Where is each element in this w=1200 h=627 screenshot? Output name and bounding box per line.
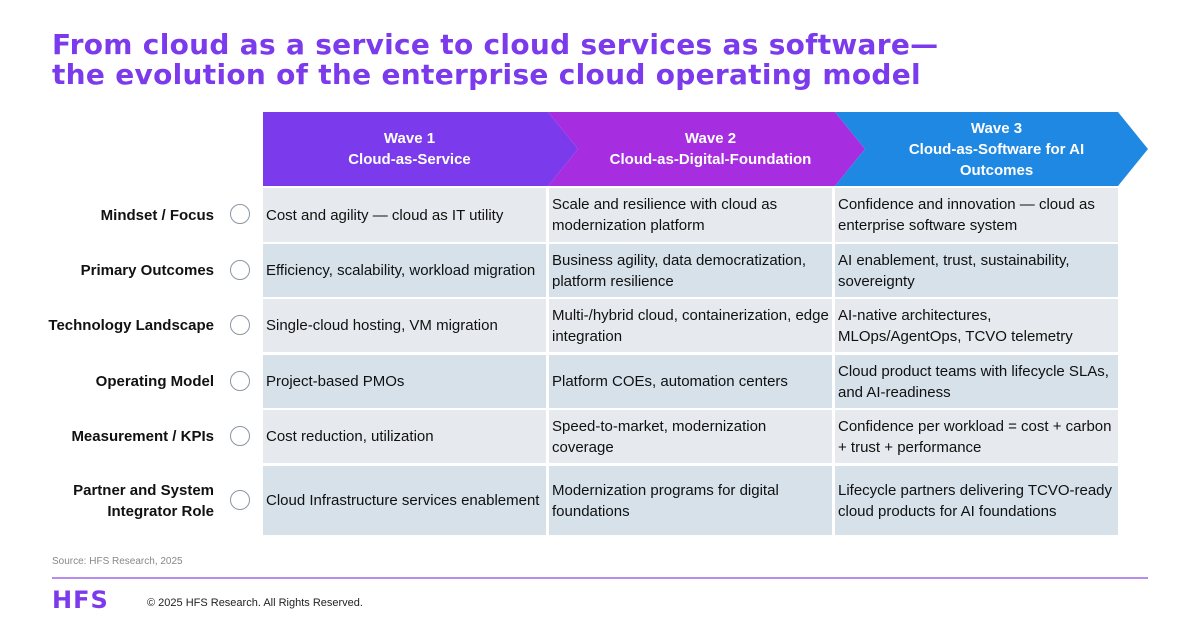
title-line: the evolution of the enterprise cloud op… bbox=[52, 58, 921, 91]
row-icon bbox=[230, 370, 250, 391]
row-label: Primary Outcomes bbox=[80, 262, 214, 279]
row-label: Technology Landscape bbox=[48, 317, 214, 334]
table-cell: Confidence per workload = cost + carbon … bbox=[835, 410, 1118, 463]
wave-header: Wave 2 Cloud-as-Digital-Foundation bbox=[579, 112, 842, 186]
row-label: Partner and System Integrator Role bbox=[73, 481, 214, 520]
wave-header: Wave 1 Cloud-as-Service bbox=[263, 112, 556, 186]
row-label: Operating Model bbox=[95, 373, 214, 390]
row-label: Measurement / KPIs bbox=[71, 428, 214, 445]
wave-label: Wave 3 bbox=[970, 119, 1023, 137]
row-label: Mindset / Focus bbox=[100, 206, 214, 224]
wave-name: Cloud-as-Digital-Foundation bbox=[609, 151, 812, 168]
table-cell: Scale and resilience with cloud as moder… bbox=[549, 188, 832, 242]
table-cell: AI-native architectures, MLOps/AgentOps,… bbox=[835, 299, 1118, 352]
wave-name: Cloud-as-Software for AI Outcomes bbox=[908, 140, 1085, 179]
table-cell: Lifecycle partners delivering TCVO-ready… bbox=[835, 466, 1118, 535]
wave-header: Wave 3 Cloud-as-Software for AI Outcomes bbox=[865, 112, 1128, 186]
row-icon bbox=[230, 425, 250, 446]
wave-label: Wave 2 bbox=[684, 130, 737, 147]
table-cell: Project-based PMOs bbox=[263, 355, 546, 408]
table-cell: AI enablement, trust, sustainability, so… bbox=[835, 244, 1118, 297]
row-icon bbox=[230, 489, 250, 510]
row-icon bbox=[230, 204, 250, 224]
table-cell: Cloud product teams with lifecycle SLAs,… bbox=[835, 355, 1118, 408]
wave-chevron bbox=[263, 112, 578, 186]
table-cell: Cost and agility — cloud as IT utility bbox=[263, 188, 546, 242]
table-cell: Single-cloud hosting, VM migration bbox=[263, 299, 546, 352]
divider bbox=[52, 577, 1148, 579]
table-cell: Speed-to-market, modernization coverage bbox=[549, 410, 832, 463]
table-cell: Modernization programs for digital found… bbox=[549, 466, 832, 535]
table-cell: Efficiency, scalability, workload migrat… bbox=[263, 244, 546, 297]
row-icon bbox=[230, 314, 250, 335]
title-line: From cloud as a service to cloud service… bbox=[52, 28, 939, 61]
logo: HFS bbox=[52, 586, 109, 614]
wave-label: Wave 1 bbox=[383, 130, 436, 147]
table-cell: Cloud Infrastructure services enablement bbox=[263, 466, 546, 535]
table-cell: Cost reduction, utilization bbox=[263, 410, 546, 463]
table-cell: Platform COEs, automation centers bbox=[549, 355, 832, 408]
source: Source: HFS Research, 2025 bbox=[52, 556, 183, 567]
wave-chevron bbox=[835, 112, 1148, 186]
table-cell: Confidence and innovation — cloud as ent… bbox=[835, 188, 1118, 242]
wave-name: Cloud-as-Service bbox=[348, 151, 471, 168]
table-cell: Business agility, data democratization, … bbox=[549, 244, 832, 297]
row-icon bbox=[230, 259, 250, 280]
table-cell: Multi-/hybrid cloud, containerization, e… bbox=[549, 299, 832, 352]
wave-chevron bbox=[548, 112, 865, 186]
copyright: © 2025 HFS Research. All Rights Reserved… bbox=[147, 597, 363, 609]
